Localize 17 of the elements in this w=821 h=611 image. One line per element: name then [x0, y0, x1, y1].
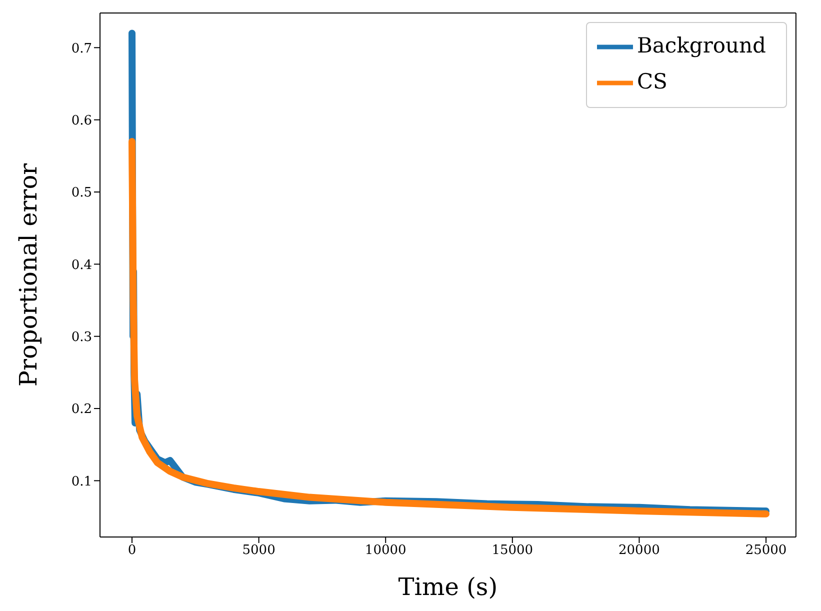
y-tick-label: 0.4: [71, 258, 92, 273]
legend-label: CS: [636, 69, 668, 94]
x-tick-label: 20000: [618, 543, 660, 558]
x-tick-label: 5000: [242, 543, 276, 558]
y-tick-label: 0.2: [71, 402, 92, 418]
x-tick-label: 0: [128, 543, 136, 558]
y-tick-label: 0.1: [71, 474, 92, 490]
x-tick-label: 25000: [745, 543, 787, 558]
y-tick-label: 0.5: [71, 186, 92, 201]
y-tick-label: 0.7: [71, 41, 92, 56]
legend-label: Background: [636, 33, 766, 58]
x-tick-label: 10000: [364, 543, 406, 558]
y-axis-title: Proportional error: [14, 162, 43, 387]
y-tick-label: 0.6: [71, 113, 92, 128]
x-axis-title: Time (s): [398, 573, 498, 601]
y-tick-label: 0.3: [71, 330, 92, 345]
x-tick-label: 15000: [492, 543, 534, 558]
